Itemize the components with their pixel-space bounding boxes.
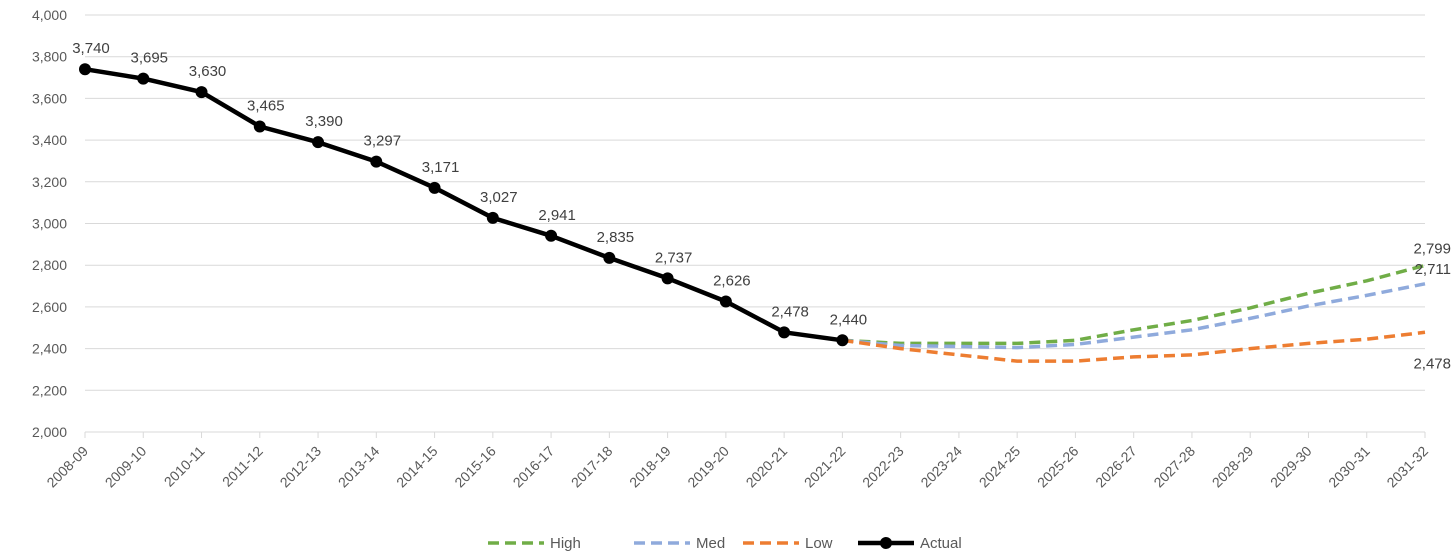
x-tick-label: 2023-24 xyxy=(917,443,965,491)
x-tick-label: 2021-22 xyxy=(801,443,849,491)
data-point xyxy=(79,63,91,76)
x-tick-label: 2028-29 xyxy=(1209,443,1257,491)
data-label: 3,171 xyxy=(422,159,460,176)
data-point xyxy=(253,120,266,133)
x-tick-label: 2011-12 xyxy=(219,443,266,490)
gridlines xyxy=(85,14,1425,433)
x-axis: 2008-09 2009-10 2010-11 2011-12 2012-13 2013-… xyxy=(43,432,1431,490)
legend-item-low: Low xyxy=(743,535,833,552)
x-tick-label: 2015-16 xyxy=(451,443,499,491)
y-tick-label: 3,600 xyxy=(32,90,67,106)
data-point xyxy=(661,272,674,285)
legend-label: Low xyxy=(805,535,833,552)
legend: High Med Low Actual xyxy=(488,535,962,552)
data-label: 2,835 xyxy=(597,229,635,246)
data-point xyxy=(195,86,208,99)
x-tick-label: 2009-10 xyxy=(102,443,150,491)
series-line-low xyxy=(842,330,1426,363)
x-tick-label: 2016-17 xyxy=(510,443,558,491)
data-label: 2,711 xyxy=(1415,261,1451,278)
data-label: 2,626 xyxy=(713,272,751,289)
data-point xyxy=(137,72,150,85)
data-point xyxy=(370,155,383,168)
legend-item-actual: Actual xyxy=(858,535,962,552)
data-point xyxy=(719,295,732,308)
y-tick-label: 2,200 xyxy=(32,382,67,398)
legend-label: Actual xyxy=(920,535,962,552)
y-tick-label: 3,200 xyxy=(32,174,67,190)
x-tick-label: 2024-25 xyxy=(976,443,1024,491)
x-tick-label: 2017-18 xyxy=(568,443,616,491)
x-tick-label: 2025-26 xyxy=(1034,443,1082,491)
y-tick-label: 2,000 xyxy=(32,424,67,440)
data-label: 3,027 xyxy=(480,189,518,206)
data-label: 3,390 xyxy=(305,113,343,130)
data-label: 2,941 xyxy=(538,207,576,224)
data-label: 3,740 xyxy=(72,40,110,57)
data-label: 3,297 xyxy=(364,133,402,150)
y-tick-label: 3,000 xyxy=(32,216,67,232)
x-tick-label: 2027-28 xyxy=(1150,443,1198,491)
x-tick-label: 2014-15 xyxy=(393,443,441,491)
legend-item-med: Med xyxy=(634,535,725,552)
y-tick-label: 3,800 xyxy=(32,49,67,65)
x-tick-label: 2031-32 xyxy=(1383,443,1431,491)
data-labels: 2,799 2,711 2,478 3,740 3,695 3,630 3,465 3,390… xyxy=(72,40,1451,372)
data-label: 2,440 xyxy=(830,311,868,328)
legend-item-high: High xyxy=(488,535,581,552)
y-tick-label: 2,600 xyxy=(32,299,67,315)
data-label: 3,695 xyxy=(130,50,168,67)
x-tick-label: 2022-23 xyxy=(859,443,907,491)
series-line-high xyxy=(842,263,1426,346)
legend-label: High xyxy=(550,535,581,552)
x-tick-label: 2018-19 xyxy=(626,443,674,491)
x-tick-label: 2020-21 xyxy=(743,443,791,491)
series-line-med xyxy=(842,282,1426,350)
x-tick-label: 2030-31 xyxy=(1325,443,1373,491)
y-axis: 2,000 2,200 2,400 2,600 2,800 3,000 3,200 3,400… xyxy=(32,7,67,440)
legend-label: Med xyxy=(696,535,725,552)
y-tick-label: 2,400 xyxy=(32,341,67,357)
data-point xyxy=(545,229,558,242)
series-line-actual xyxy=(82,66,845,343)
x-tick-label: 2026-27 xyxy=(1092,443,1140,491)
data-point xyxy=(603,251,616,264)
series-layer xyxy=(79,63,1426,363)
data-label: 2,737 xyxy=(655,249,693,266)
data-point xyxy=(312,136,325,149)
y-tick-label: 3,400 xyxy=(32,132,67,148)
data-label: 2,799 xyxy=(1413,240,1451,257)
data-label: 2,478 xyxy=(1413,355,1451,372)
data-point xyxy=(428,181,441,194)
data-label: 2,478 xyxy=(771,303,809,320)
x-tick-label: 2029-30 xyxy=(1267,443,1315,491)
legend-marker xyxy=(880,537,892,549)
x-tick-label: 2019-20 xyxy=(684,443,732,491)
x-tick-label: 2012-13 xyxy=(277,443,325,491)
data-label: 3,630 xyxy=(189,63,227,80)
y-tick-label: 4,000 xyxy=(32,7,67,23)
data-point xyxy=(836,334,849,347)
y-tick-label: 2,800 xyxy=(32,257,67,273)
x-tick-label: 2010-11 xyxy=(161,443,208,490)
data-point xyxy=(486,211,499,224)
x-tick-label: 2008-09 xyxy=(43,443,91,491)
x-tick-label: 2013-14 xyxy=(335,443,383,491)
data-label: 3,465 xyxy=(247,98,285,115)
data-point xyxy=(778,326,791,339)
